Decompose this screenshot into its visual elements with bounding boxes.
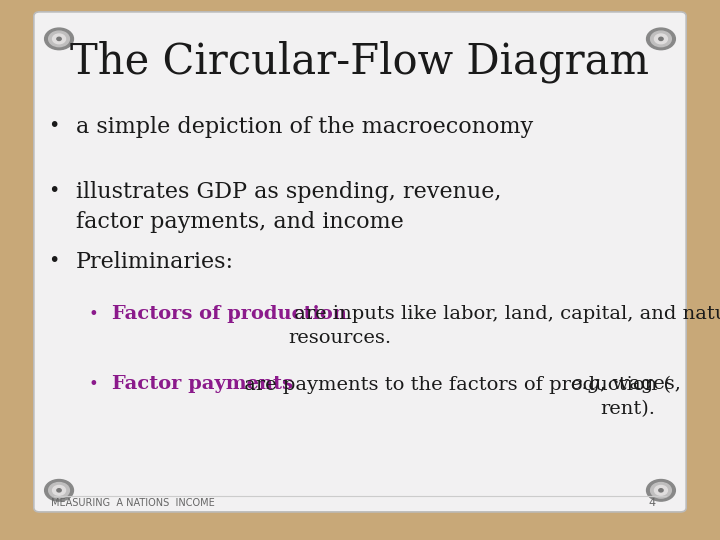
Text: Factor payments: Factor payments	[112, 375, 292, 393]
Text: MEASURING  A NATIONS  INCOME: MEASURING A NATIONS INCOME	[51, 498, 215, 508]
Text: •: •	[89, 375, 99, 393]
Text: •: •	[48, 251, 60, 270]
Circle shape	[45, 28, 73, 50]
Circle shape	[57, 489, 61, 492]
Text: •: •	[89, 305, 99, 323]
Text: 4: 4	[648, 498, 655, 508]
Text: are inputs like labor, land, capital, and natural
resources.: are inputs like labor, land, capital, an…	[288, 305, 720, 347]
Text: a simple depiction of the macroeconomy: a simple depiction of the macroeconomy	[76, 116, 533, 138]
Circle shape	[659, 37, 663, 40]
Circle shape	[651, 483, 671, 498]
Text: The Circular-Flow Diagram: The Circular-Flow Diagram	[71, 41, 649, 83]
Text: are payments to the factors of production (: are payments to the factors of productio…	[238, 375, 671, 394]
Circle shape	[53, 34, 66, 44]
Text: Factors of production: Factors of production	[112, 305, 346, 323]
Circle shape	[654, 485, 667, 495]
Text: , wages,
rent).: , wages, rent).	[600, 375, 681, 417]
Circle shape	[647, 28, 675, 50]
Circle shape	[45, 480, 73, 501]
Circle shape	[654, 34, 667, 44]
Circle shape	[651, 31, 671, 46]
Circle shape	[49, 31, 69, 46]
Circle shape	[57, 37, 61, 40]
Text: illustrates GDP as spending, revenue,
factor payments, and income: illustrates GDP as spending, revenue, fa…	[76, 181, 501, 233]
Circle shape	[49, 483, 69, 498]
FancyBboxPatch shape	[34, 12, 686, 512]
Text: e.g.: e.g.	[570, 375, 607, 393]
Text: Preliminaries:: Preliminaries:	[76, 251, 233, 273]
Circle shape	[53, 485, 66, 495]
Circle shape	[659, 489, 663, 492]
Text: •: •	[48, 181, 60, 200]
Circle shape	[647, 480, 675, 501]
Text: •: •	[48, 116, 60, 135]
